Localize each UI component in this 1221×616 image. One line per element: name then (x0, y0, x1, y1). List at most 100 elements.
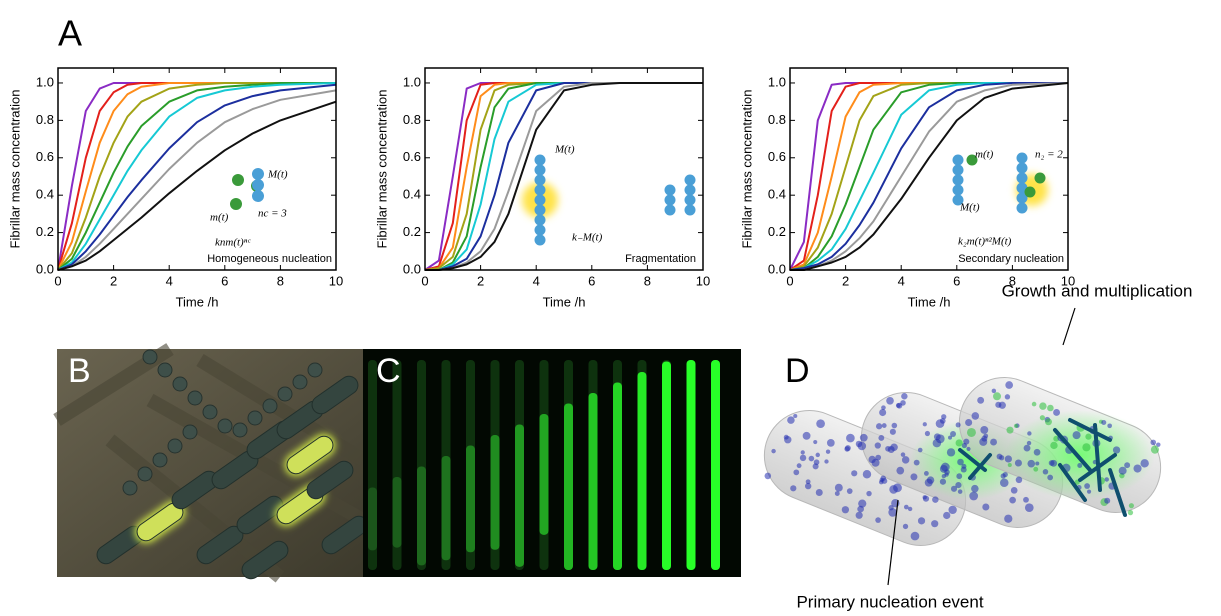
molecule (1133, 464, 1142, 473)
molecule (1026, 440, 1032, 446)
monomer (1034, 172, 1046, 184)
molecule (889, 428, 896, 435)
series-line (789, 82, 1068, 271)
molecule (816, 419, 825, 429)
molecule (881, 423, 887, 428)
y-tick-label: 0.8 (768, 112, 786, 127)
sphere (262, 398, 278, 414)
molecule (1077, 463, 1083, 469)
monomer (230, 198, 242, 210)
fibril-unit (952, 184, 964, 196)
y-tick-label: 0.6 (768, 149, 786, 164)
molecule (1107, 423, 1112, 429)
molecule (966, 427, 976, 437)
channel-fill (441, 456, 451, 561)
fibril-unit (952, 164, 964, 176)
molecule (910, 531, 920, 541)
y-tick-label: 1.0 (403, 74, 421, 89)
molecule (1027, 459, 1036, 468)
molecule (1039, 402, 1047, 410)
y-tick-label: 0.0 (36, 261, 54, 276)
molecule (1050, 459, 1058, 467)
molecule (891, 422, 898, 429)
monomer (966, 154, 978, 166)
annotation: Primary nucleation event (796, 592, 983, 611)
channel-fill (613, 382, 622, 570)
panel-b-image (53, 343, 369, 583)
annotation: M(t) (554, 144, 575, 156)
molecule (1035, 461, 1040, 466)
molecule (851, 470, 858, 477)
plot-frame (57, 67, 337, 271)
molecule (881, 477, 888, 484)
fibril-unit (534, 154, 546, 166)
sphere (307, 362, 323, 378)
molecule (971, 412, 980, 420)
molecule (948, 435, 953, 440)
molecule (1023, 444, 1031, 452)
molecule (900, 400, 906, 406)
molecule (931, 520, 939, 528)
y-tick-label: 0.2 (768, 224, 786, 239)
molecule (1082, 443, 1091, 452)
molecule (1033, 466, 1039, 472)
molecule (825, 449, 831, 454)
capsule-body (286, 435, 334, 475)
molecule (991, 388, 997, 394)
molecule (922, 422, 927, 427)
molecule (1150, 445, 1160, 454)
y-tick-label: 0.8 (36, 112, 54, 127)
molecule (1128, 503, 1134, 509)
x-tick-label: 6 (221, 273, 228, 288)
annotation: k₋M(t) (572, 232, 603, 244)
molecule (966, 446, 971, 451)
molecule (946, 448, 956, 457)
sphere (142, 349, 158, 365)
molecule (1104, 497, 1111, 504)
molecule (965, 418, 973, 427)
molecule (923, 471, 929, 476)
x-tick-label: 10 (329, 273, 343, 288)
molecule (917, 447, 923, 453)
molecule (875, 517, 881, 523)
molecule (1005, 381, 1014, 389)
molecule (871, 458, 880, 467)
molecule (886, 396, 894, 405)
sphere (172, 376, 188, 392)
molecule (799, 454, 807, 462)
molecule (815, 489, 823, 496)
series-line (57, 82, 336, 271)
fibril-unit (952, 174, 964, 186)
channel-fill (564, 403, 573, 570)
y-tick-label: 0.8 (403, 112, 421, 127)
fibril-unit (252, 168, 264, 180)
x-tick-label: 2 (110, 273, 117, 288)
molecule (893, 483, 902, 493)
molecule (855, 511, 863, 519)
molecule (808, 455, 815, 462)
molecule (932, 496, 939, 503)
molecule (881, 405, 886, 410)
panel-c-image (363, 349, 741, 577)
molecule (857, 441, 867, 451)
fibril-unit (1016, 152, 1028, 164)
molecule (812, 463, 819, 470)
molecule (971, 484, 979, 493)
fibril-unit (1016, 162, 1028, 174)
molecule (1004, 514, 1013, 523)
molecule (1042, 469, 1049, 475)
x-tick-label: 8 (1009, 273, 1016, 288)
molecule (858, 499, 867, 508)
fibril-unit (534, 234, 546, 246)
fibril-unit (952, 154, 964, 166)
channel-fill (711, 360, 720, 570)
molecule (764, 472, 772, 480)
fibril-unit (534, 204, 546, 216)
sphere (292, 374, 308, 390)
molecule (862, 470, 872, 479)
molecule (903, 504, 909, 510)
capsule-body (306, 460, 354, 500)
molecule (926, 476, 935, 484)
molecule (1004, 394, 1011, 400)
